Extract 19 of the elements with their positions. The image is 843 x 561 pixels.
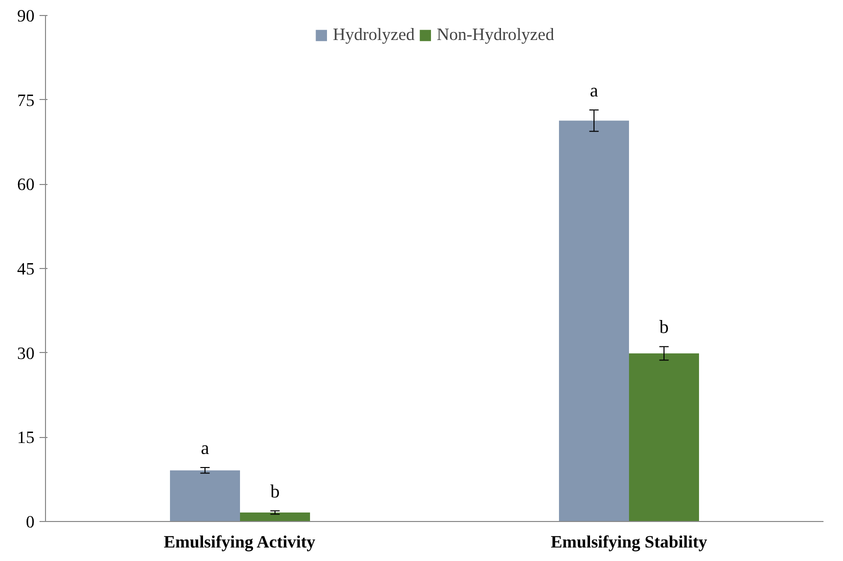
data-label: a — [590, 80, 599, 102]
y-tick-label: 45 — [17, 260, 34, 278]
bar — [170, 470, 240, 522]
y-tick-label: 15 — [17, 428, 34, 448]
y-tick-label: 30 — [17, 344, 34, 363]
y-tick-label: 90 — [17, 6, 34, 26]
y-tick-label: 60 — [17, 175, 34, 194]
x-tick-label: Emulsifying Stability — [550, 532, 708, 552]
data-label: b — [270, 481, 280, 502]
bar — [558, 120, 629, 522]
data-label: a — [200, 438, 210, 460]
y-tick-label: 0 — [26, 512, 35, 532]
x-tick-label: Emulsifying Activity — [164, 532, 316, 552]
y-tick-label: 75 — [17, 90, 34, 110]
bar — [240, 512, 310, 522]
data-label: b — [659, 317, 669, 338]
bar — [629, 353, 700, 522]
legend-label: Hydrolyzed — [332, 25, 415, 45]
legend-label: Non-Hydrolyzed — [436, 25, 554, 45]
